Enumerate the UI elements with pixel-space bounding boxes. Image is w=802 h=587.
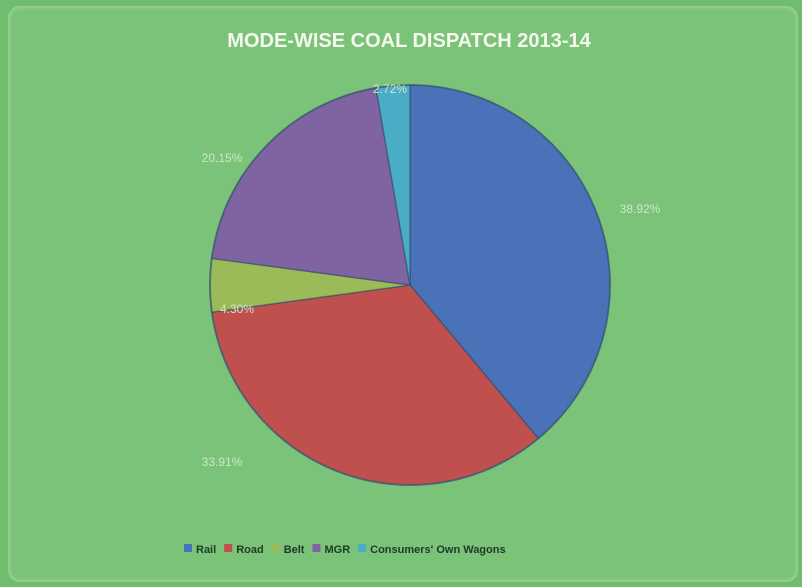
pie-outline [209, 84, 611, 486]
legend-label-3: MGR [324, 544, 350, 556]
data-label-3: 20.15% [202, 151, 243, 165]
legend-swatch-4 [358, 544, 367, 552]
legend-swatch-0 [184, 544, 192, 552]
legend-swatch-2 [271, 544, 280, 552]
legend-swatch-1 [224, 544, 233, 552]
legend-label-0: Rail [196, 544, 216, 556]
pie-slices [209, 84, 611, 486]
legend: Rail Road Belt MGR Consumers' Own Wagons [184, 544, 506, 556]
pie-slice-mgr [210, 87, 411, 286]
data-label-2: 4.30% [220, 302, 254, 316]
chart-title: MODE-WISE COAL DISPATCH 2013-14 [227, 30, 591, 52]
data-label-0: 38.92% [620, 202, 661, 216]
legend-swatch-3 [312, 544, 321, 552]
data-label-4: 2.72% [373, 82, 407, 96]
data-label-1: 33.91% [202, 455, 243, 469]
legend-label-1: Road [236, 544, 264, 556]
data-labels: 38.92% 33.91% 4.30% 20.15% 2.72% [202, 82, 661, 469]
legend-label-2: Belt [284, 544, 305, 556]
legend-label-4: Consumers' Own Wagons [370, 544, 505, 556]
